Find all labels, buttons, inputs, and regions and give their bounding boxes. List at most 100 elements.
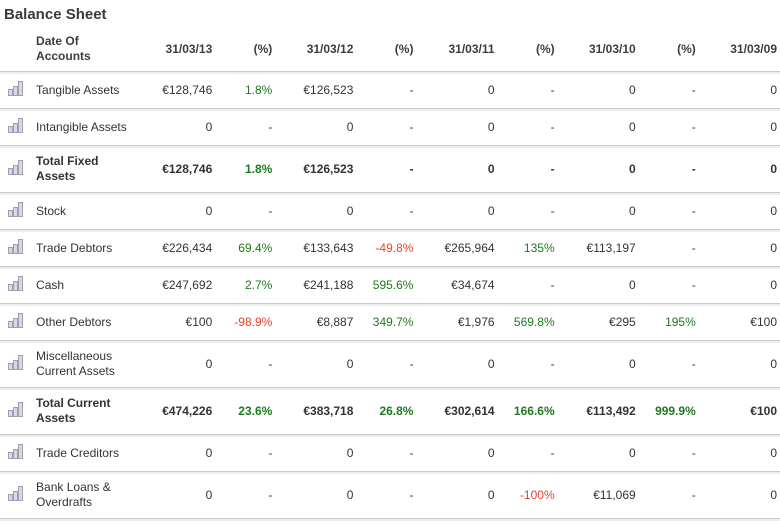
row-chart-icon-cell[interactable] (0, 518, 35, 525)
value-cell: €11,069 (557, 471, 639, 519)
value-cell: €113,197 (557, 229, 639, 267)
value-cell: 0 (698, 471, 780, 519)
value-cell: 0 (416, 145, 498, 193)
percent-cell: 595.6% (356, 266, 417, 304)
percent-cell: -17.5% (215, 518, 276, 525)
bar-chart-icon[interactable] (7, 201, 25, 217)
percent-cell: - (356, 340, 417, 388)
row-chart-icon-cell[interactable] (0, 434, 35, 472)
percent-cell: - (638, 266, 699, 304)
row-chart-icon-cell[interactable] (0, 229, 35, 267)
percent-cell: 26.8% (356, 387, 417, 435)
row-chart-icon-cell[interactable] (0, 71, 35, 109)
balance-sheet-table: Date Of Accounts 31/03/13 (%) 31/03/12 (%) 3… (0, 32, 780, 525)
value-cell: €295 (557, 303, 639, 341)
bar-chart-icon[interactable] (7, 117, 25, 133)
account-label: Total Fixed Assets (34, 145, 135, 193)
value-cell: €1,976 (416, 303, 498, 341)
value-cell: €133,643 (275, 229, 357, 267)
value-cell: 0 (134, 340, 216, 388)
percent-cell: - (356, 471, 417, 519)
percent-cell: - (497, 145, 558, 193)
percent-cell: 150.7% (356, 518, 417, 525)
table-row: Other Short Term Finance€210,394-17.5%€2… (0, 518, 780, 525)
percent-cell: - (638, 340, 699, 388)
percent-cell: - (638, 145, 699, 193)
value-cell: 0 (134, 108, 216, 146)
row-chart-icon-cell[interactable] (0, 192, 35, 230)
value-cell: 0 (275, 471, 357, 519)
bar-chart-icon[interactable] (7, 275, 25, 291)
row-chart-icon-cell[interactable] (0, 108, 35, 146)
value-cell: 0 (134, 471, 216, 519)
table-row: Other Debtors €100 -98.9% €8,887 349.7% €1,97… (0, 303, 780, 341)
percent-cell: - (356, 192, 417, 230)
table-row: Stock 0-0-0-0-0 (0, 192, 780, 230)
header-icon-spacer (0, 32, 34, 72)
percent-cell: - (497, 434, 558, 472)
value-cell: 0 (698, 266, 780, 304)
row-chart-icon-cell[interactable] (0, 387, 35, 435)
table-row: Tangible Assets €128,746 1.8% €126,523-0-0-… (0, 71, 780, 109)
value-cell: €226,434 (134, 229, 216, 267)
percent-cell: 569.8% (497, 303, 558, 341)
value-cell: 0 (698, 145, 780, 193)
table-row: Bank Loans & Overdrafts 0-0-0 -100% €11,069… (0, 471, 780, 519)
percent-cell: 166.6% (497, 387, 558, 435)
account-label: Cash (34, 266, 135, 304)
header-row: Date Of Accounts 31/03/13 (%) 31/03/12 (%) 3… (0, 32, 780, 72)
value-cell: 0 (275, 108, 357, 146)
bar-chart-icon[interactable] (7, 238, 25, 254)
value-cell: 0 (557, 266, 639, 304)
column-header-310310: 31/03/10 (589, 41, 636, 56)
column-header-: (%) (253, 41, 273, 56)
percent-cell: - (215, 340, 276, 388)
value-cell: 0 (557, 340, 639, 388)
column-header-date-of-accounts: Date Of Accounts (36, 34, 91, 63)
percent-cell: - (356, 108, 417, 146)
percent-cell: 1.8% (215, 71, 276, 109)
percent-cell: 30.3% (638, 518, 699, 525)
value-cell: 0 (416, 434, 498, 472)
row-chart-icon-cell[interactable] (0, 340, 35, 388)
column-header-310313: 31/03/13 (165, 41, 213, 56)
row-chart-icon-cell[interactable] (0, 266, 35, 304)
bar-chart-icon[interactable] (7, 354, 25, 370)
value-cell: €126,523 (275, 145, 357, 193)
value-cell: €383,718 (275, 387, 357, 435)
value-cell: €100 (698, 387, 780, 435)
value-cell: €474,226 (134, 387, 216, 435)
table-row: Trade Creditors 0-0-0-0-0 (0, 434, 780, 472)
value-cell: 0 (275, 192, 357, 230)
value-cell: 0 (416, 108, 498, 146)
value-cell: 0 (416, 71, 498, 109)
value-cell: 0 (698, 340, 780, 388)
row-chart-icon-cell[interactable] (0, 471, 35, 519)
column-header-: (%) (677, 41, 696, 56)
value-cell: €100 (698, 303, 780, 341)
bar-chart-icon[interactable] (7, 401, 25, 417)
row-chart-icon-cell[interactable] (0, 145, 35, 193)
percent-cell: 23.6% (215, 387, 276, 435)
value-cell: 0 (134, 434, 216, 472)
value-cell: 0 (698, 71, 780, 109)
bar-chart-icon[interactable] (7, 159, 25, 175)
account-label: Intangible Assets (34, 108, 135, 146)
bar-chart-icon[interactable] (7, 80, 25, 96)
value-cell: €255,030 (275, 518, 357, 525)
percent-cell: - (497, 71, 558, 109)
value-cell: 0 (275, 340, 357, 388)
account-label: Total Current Assets (34, 387, 135, 435)
percent-cell: - (497, 266, 558, 304)
bar-chart-icon[interactable] (7, 312, 25, 328)
account-label: Stock (34, 192, 135, 230)
percent-cell: - (215, 192, 276, 230)
bar-chart-icon[interactable] (7, 485, 25, 501)
value-cell: 0 (557, 192, 639, 230)
value-cell: 0 (416, 471, 498, 519)
bar-chart-icon[interactable] (7, 443, 25, 459)
page-title: Balance Sheet (4, 6, 107, 23)
percent-cell: - (638, 229, 699, 267)
row-chart-icon-cell[interactable] (0, 303, 35, 341)
